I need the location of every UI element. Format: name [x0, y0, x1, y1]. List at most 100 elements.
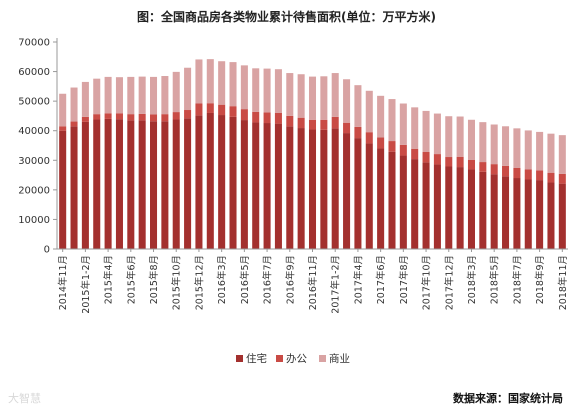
x-tick-label: 2018年7月 — [511, 255, 523, 304]
bar-segment-office — [547, 172, 555, 183]
bar-segment-commercial — [218, 61, 226, 105]
y-tick-label: 60000 — [18, 67, 50, 78]
bar-segment-residential — [115, 119, 123, 250]
bar-segment-commercial — [536, 131, 544, 171]
bar-segment-office — [263, 112, 271, 124]
bar-segment-residential — [195, 115, 203, 249]
bar-segment-residential — [399, 155, 407, 249]
bar-segment-office — [377, 137, 385, 149]
bar-segment-commercial — [411, 107, 419, 149]
bar-segment-commercial — [502, 126, 510, 166]
bar-segment-office — [354, 126, 362, 139]
bar-segment-residential — [252, 122, 260, 249]
legend-swatch-residential — [236, 355, 243, 362]
bar-segment-commercial — [399, 103, 407, 145]
bar-segment-residential — [467, 169, 475, 249]
bar-segment-residential — [59, 130, 67, 249]
bar-segment-commercial — [195, 59, 203, 104]
bar-segment-residential — [502, 176, 510, 249]
bar-segment-office — [524, 169, 532, 180]
bar-segment-residential — [70, 126, 78, 249]
bar-segment-office — [274, 112, 282, 124]
bar-segment-residential — [411, 159, 419, 249]
bar-segment-commercial — [524, 130, 532, 170]
x-tick-label: 2017年6月 — [375, 255, 387, 304]
bar-segment-residential — [274, 123, 282, 249]
bar-segment-commercial — [172, 71, 180, 113]
bar-segment-commercial — [422, 110, 430, 152]
bar-segment-commercial — [456, 116, 464, 157]
legend-label: 办公 — [286, 352, 307, 365]
x-tick-label: 2015年4月 — [103, 255, 115, 304]
bar-segment-office — [184, 110, 192, 119]
bar-segment-commercial — [343, 79, 351, 123]
x-tick-label: 2017年12月 — [443, 255, 455, 310]
bar-segment-office — [433, 154, 441, 165]
y-tick-label: 20000 — [18, 185, 50, 196]
bar-segment-office — [218, 104, 226, 116]
bar-segment-office — [558, 173, 566, 184]
bar-segment-residential — [286, 126, 294, 249]
bar-segment-office — [297, 117, 305, 129]
bar-segment-commercial — [59, 93, 67, 127]
bar-segment-residential — [354, 138, 362, 249]
bar-segment-commercial — [467, 119, 475, 160]
bar-segment-residential — [206, 112, 214, 249]
x-tick-label: 2017年4月 — [352, 255, 364, 304]
bar-segment-office — [229, 106, 237, 117]
bar-segment-residential — [365, 143, 373, 249]
bar-segment-residential — [172, 119, 180, 249]
bar-segment-commercial — [308, 76, 317, 120]
y-tick-label: 70000 — [18, 38, 50, 49]
y-tick-label: 30000 — [18, 156, 50, 167]
bar-segment-residential — [377, 148, 385, 249]
x-tick-label: 2015年6月 — [125, 255, 137, 304]
bar-segment-residential — [308, 129, 317, 249]
bar-segment-commercial — [161, 76, 169, 115]
bar-segment-office — [172, 112, 180, 120]
bar-segment-office — [399, 144, 407, 156]
bar-segment-office — [161, 114, 169, 122]
bar-segment-office — [536, 170, 544, 181]
bar-segment-commercial — [365, 90, 373, 133]
bar-segment-office — [365, 132, 373, 144]
x-tick-label: 2018年5月 — [489, 255, 501, 304]
bar-segment-office — [513, 167, 521, 179]
x-tick-label: 2017年1-2月 — [330, 255, 342, 314]
x-tick-label: 2018年11月 — [557, 255, 569, 310]
bar-segment-office — [411, 148, 419, 160]
y-tick-label: 40000 — [18, 126, 50, 137]
bar-segment-commercial — [104, 76, 112, 114]
bar-segment-commercial — [206, 59, 214, 104]
legend-label: 商业 — [329, 352, 350, 365]
x-tick-label: 2016年11月 — [307, 255, 319, 310]
bar-segment-commercial — [286, 73, 294, 116]
x-tick-label: 2015年1-2月 — [80, 255, 92, 314]
bar-segment-office — [467, 159, 475, 170]
bar-segment-residential — [150, 121, 158, 249]
legend: 住宅 办公 商业 — [236, 352, 350, 365]
bar-segment-office — [150, 114, 158, 122]
x-tick-label: 2018年3月 — [466, 255, 478, 304]
bar-segment-commercial — [81, 81, 89, 117]
bar-segment-commercial — [70, 87, 78, 122]
bar-segment-office — [422, 152, 430, 163]
bar-segment-residential — [547, 182, 555, 249]
x-tick-label: 2015年8月 — [148, 255, 160, 304]
x-tick-label: 2018年9月 — [534, 255, 546, 304]
bar-segment-office — [252, 111, 260, 123]
bar-segment-commercial — [127, 76, 135, 115]
bar-segment-office — [104, 113, 112, 119]
bar-segment-office — [456, 156, 464, 168]
x-tick-label: 2016年5月 — [239, 255, 251, 304]
bar-segment-residential — [479, 171, 487, 249]
bar-segment-residential — [490, 174, 498, 249]
x-tick-label: 2016年9月 — [284, 255, 296, 304]
bar-segment-residential — [536, 180, 544, 249]
bar-segment-office — [331, 116, 339, 129]
bar-segment-commercial — [263, 68, 271, 113]
x-axis: 2014年11月 2015年1-2月 2015年4月 2015年6月 2015年8月 20… — [57, 249, 569, 314]
bar-segment-office — [195, 103, 203, 116]
bar-segment-commercial — [547, 133, 555, 173]
